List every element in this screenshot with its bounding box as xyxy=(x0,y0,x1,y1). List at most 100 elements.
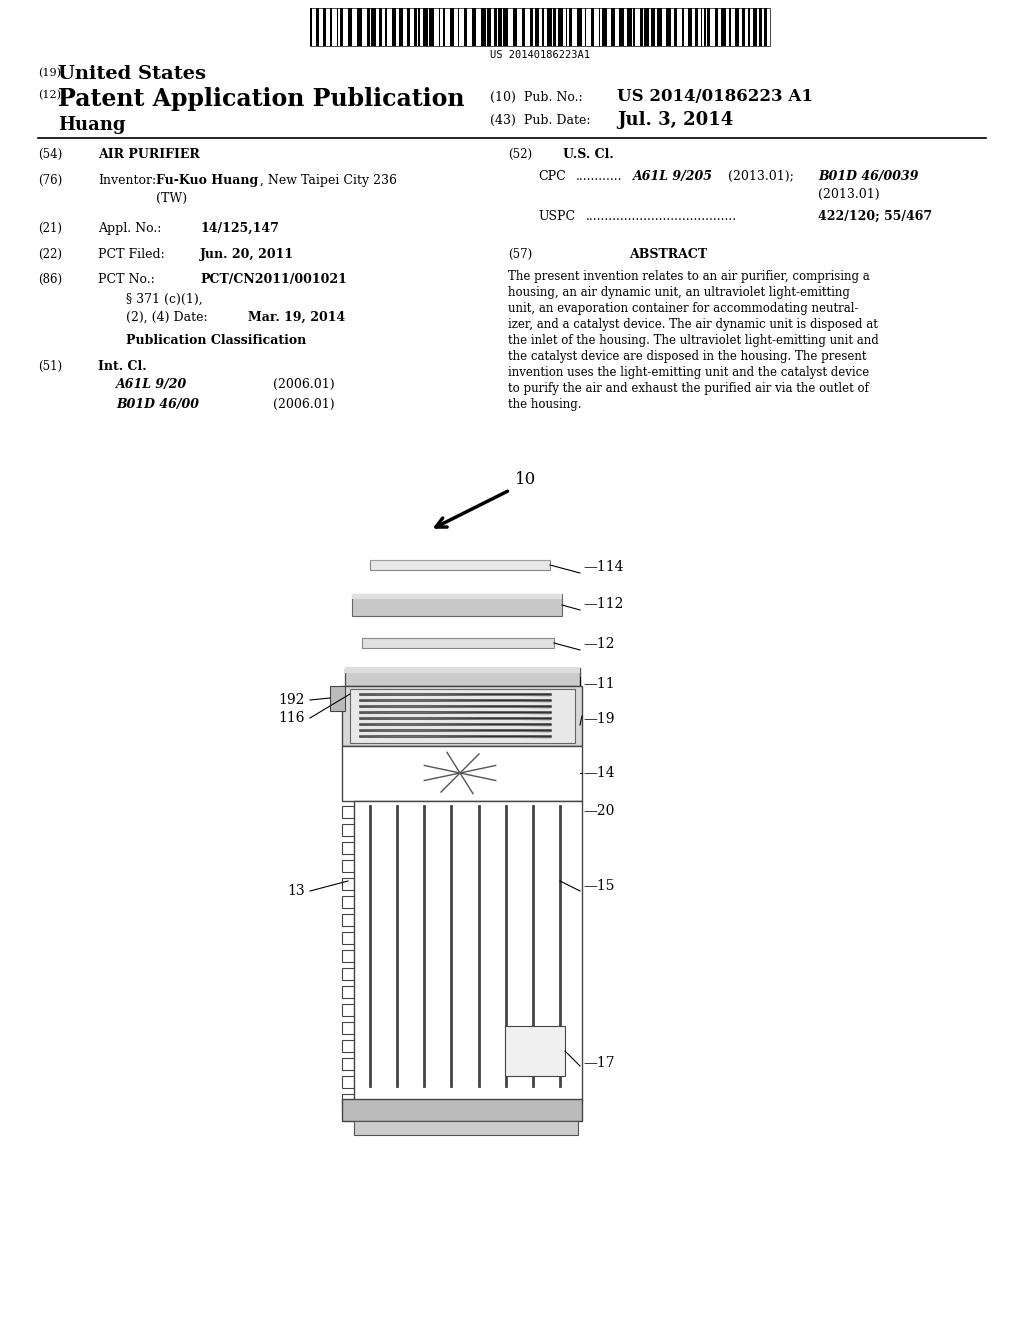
Text: (43)  Pub. Date:: (43) Pub. Date: xyxy=(490,114,591,127)
Text: —11: —11 xyxy=(583,677,614,690)
Bar xyxy=(399,8,402,46)
Text: PCT No.:: PCT No.: xyxy=(98,273,155,286)
Bar xyxy=(354,1121,578,1135)
Bar xyxy=(342,824,354,836)
Bar xyxy=(376,8,379,46)
Text: (2006.01): (2006.01) xyxy=(273,378,335,391)
Bar xyxy=(753,8,758,46)
Bar xyxy=(352,594,562,616)
Bar xyxy=(503,8,508,46)
Text: 422/120; 55/467: 422/120; 55/467 xyxy=(818,210,932,223)
Bar xyxy=(338,8,340,46)
Bar xyxy=(611,8,614,46)
Text: (10)  Pub. No.:: (10) Pub. No.: xyxy=(490,91,583,104)
Bar xyxy=(352,8,357,46)
Text: (76): (76) xyxy=(38,174,62,187)
Text: —19: —19 xyxy=(583,711,614,726)
Text: (21): (21) xyxy=(38,222,62,235)
Bar xyxy=(387,8,391,46)
Bar xyxy=(632,8,634,46)
Text: .......................................: ....................................... xyxy=(586,210,737,223)
Text: izer, and a catalyst device. The air dynamic unit is disposed at: izer, and a catalyst device. The air dyn… xyxy=(508,318,878,331)
Bar xyxy=(354,801,582,1101)
Text: —112: —112 xyxy=(583,597,624,611)
Text: Jun. 20, 2011: Jun. 20, 2011 xyxy=(200,248,294,261)
Bar xyxy=(556,8,558,46)
Bar xyxy=(649,8,650,46)
Bar xyxy=(513,8,517,46)
Bar xyxy=(490,8,494,46)
Bar xyxy=(729,8,731,46)
Bar xyxy=(758,8,759,46)
Bar xyxy=(620,8,624,46)
Bar xyxy=(367,8,370,46)
Bar xyxy=(414,8,417,46)
Bar xyxy=(667,8,671,46)
Bar xyxy=(764,8,767,46)
Text: The present invention relates to an air purifier, comprising a: The present invention relates to an air … xyxy=(508,271,869,282)
Bar xyxy=(594,8,599,46)
Bar xyxy=(547,8,552,46)
Bar xyxy=(342,913,354,927)
Text: —12: —12 xyxy=(583,638,614,651)
Text: US 2014/0186223 A1: US 2014/0186223 A1 xyxy=(617,88,813,106)
Bar xyxy=(657,8,662,46)
Bar xyxy=(345,668,580,686)
Bar xyxy=(419,8,420,46)
Bar xyxy=(342,896,354,908)
Text: Inventor:: Inventor: xyxy=(98,174,156,187)
Bar xyxy=(372,8,376,46)
Text: Appl. No.:: Appl. No.: xyxy=(98,222,162,235)
Bar xyxy=(708,8,711,46)
Bar xyxy=(342,932,354,944)
Bar xyxy=(750,8,753,46)
Text: B01D 46/00: B01D 46/00 xyxy=(116,399,199,411)
Bar xyxy=(671,8,674,46)
Bar xyxy=(342,861,354,873)
Bar xyxy=(343,8,348,46)
Bar xyxy=(310,8,770,46)
Bar xyxy=(706,8,708,46)
Bar xyxy=(563,8,566,46)
Bar xyxy=(532,8,535,46)
Bar xyxy=(731,8,735,46)
Text: 13: 13 xyxy=(288,884,305,898)
Text: 192: 192 xyxy=(279,693,305,708)
Bar xyxy=(357,8,361,46)
Bar xyxy=(342,746,582,801)
Bar xyxy=(402,8,408,46)
Bar xyxy=(607,8,611,46)
Bar xyxy=(396,8,399,46)
Text: United States: United States xyxy=(58,65,206,83)
Text: (2013.01);: (2013.01); xyxy=(728,170,794,183)
Text: (19): (19) xyxy=(38,69,61,78)
Bar xyxy=(691,8,694,46)
Bar xyxy=(591,8,594,46)
Bar xyxy=(408,8,411,46)
Bar xyxy=(391,8,396,46)
Bar xyxy=(434,8,438,46)
Bar xyxy=(566,8,567,46)
Text: B01D 46/0039: B01D 46/0039 xyxy=(818,170,919,183)
Bar xyxy=(662,8,667,46)
Bar xyxy=(464,8,467,46)
Bar xyxy=(735,8,738,46)
Bar xyxy=(544,8,547,46)
Bar xyxy=(525,8,529,46)
Bar xyxy=(505,1026,565,1076)
Bar xyxy=(485,8,487,46)
Bar xyxy=(342,1094,354,1106)
Bar xyxy=(497,8,499,46)
Bar xyxy=(411,8,414,46)
Bar xyxy=(759,8,762,46)
Bar xyxy=(543,8,544,46)
Bar xyxy=(342,878,354,890)
Bar xyxy=(674,8,677,46)
Bar xyxy=(342,807,354,818)
Bar xyxy=(350,689,575,743)
Bar xyxy=(348,8,352,46)
Bar xyxy=(379,8,382,46)
Text: Int. Cl.: Int. Cl. xyxy=(98,360,146,374)
Bar xyxy=(517,8,522,46)
Bar xyxy=(429,8,434,46)
